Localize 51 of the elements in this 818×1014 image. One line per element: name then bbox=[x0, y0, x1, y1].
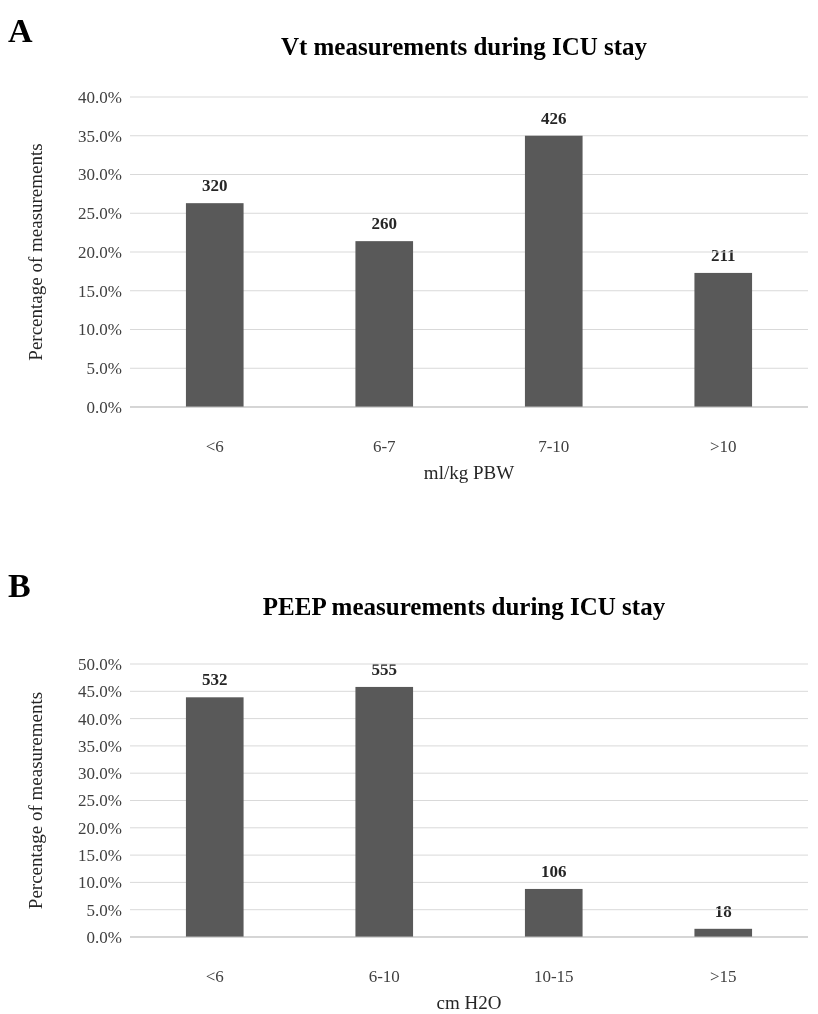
x-tick-label: 7-10 bbox=[538, 437, 570, 456]
x-tick-label: >15 bbox=[709, 967, 737, 986]
y-axis-title: Percentage of measurements bbox=[25, 691, 46, 910]
y-tick-label: 50.0% bbox=[78, 654, 122, 674]
text: B bbox=[8, 567, 31, 604]
annotation: 320 bbox=[202, 176, 228, 196]
y-tick-label: 10.0% bbox=[78, 320, 122, 340]
x-tick-label: 6-10 bbox=[368, 967, 400, 986]
x-tick-label: <6 bbox=[205, 967, 224, 986]
chart-title: PEEP measurements during ICU stay bbox=[262, 593, 666, 620]
x-tick-label: <6 bbox=[205, 437, 224, 456]
annotation: 106 bbox=[541, 861, 567, 881]
y-tick-label: 35.0% bbox=[78, 736, 122, 756]
x-tick-label: >10 bbox=[709, 437, 737, 456]
y-tick-label: 35.0% bbox=[78, 126, 122, 146]
y-tick-label: 20.0% bbox=[78, 818, 122, 838]
bar bbox=[185, 203, 244, 407]
bar bbox=[185, 697, 244, 937]
y-tick-label: 25.0% bbox=[78, 204, 122, 224]
y-tick-label: 30.0% bbox=[78, 764, 122, 784]
annotation: 260 bbox=[371, 214, 397, 234]
bar bbox=[524, 135, 583, 407]
x-tick-label: 6-7 bbox=[372, 437, 397, 456]
y-tick-label: 15.0% bbox=[78, 281, 122, 301]
x-axis-title: cm H2O bbox=[436, 992, 502, 1013]
y-tick-label: 20.0% bbox=[78, 242, 122, 262]
chart-title: Vt measurements during ICU stay bbox=[280, 33, 648, 60]
y-axis-title: Percentage of measurements bbox=[25, 143, 46, 361]
y-tick-label: 10.0% bbox=[78, 873, 122, 893]
x-tick-label: 10-15 bbox=[533, 967, 574, 986]
text: A bbox=[8, 12, 33, 49]
y-tick-label: 15.0% bbox=[78, 846, 122, 866]
bar bbox=[694, 272, 753, 407]
y-tick-label: 5.0% bbox=[86, 900, 122, 920]
y-tick-label: 5.0% bbox=[86, 359, 122, 379]
bar bbox=[355, 241, 414, 407]
annotation: 211 bbox=[710, 245, 736, 265]
bar bbox=[524, 888, 583, 937]
x-axis-title: ml/kg PBW bbox=[423, 462, 515, 483]
y-tick-label: 0.0% bbox=[86, 927, 122, 947]
annotation: 532 bbox=[202, 670, 228, 690]
annotation: 426 bbox=[541, 108, 567, 128]
annotation: 555 bbox=[371, 659, 397, 679]
annotation: 18 bbox=[714, 901, 732, 921]
y-tick-label: 0.0% bbox=[86, 397, 122, 417]
y-tick-label: 40.0% bbox=[78, 87, 122, 107]
y-tick-label: 30.0% bbox=[78, 165, 122, 185]
bar bbox=[355, 686, 414, 937]
y-tick-label: 45.0% bbox=[78, 682, 122, 702]
y-tick-label: 25.0% bbox=[78, 791, 122, 811]
y-tick-label: 40.0% bbox=[78, 709, 122, 729]
